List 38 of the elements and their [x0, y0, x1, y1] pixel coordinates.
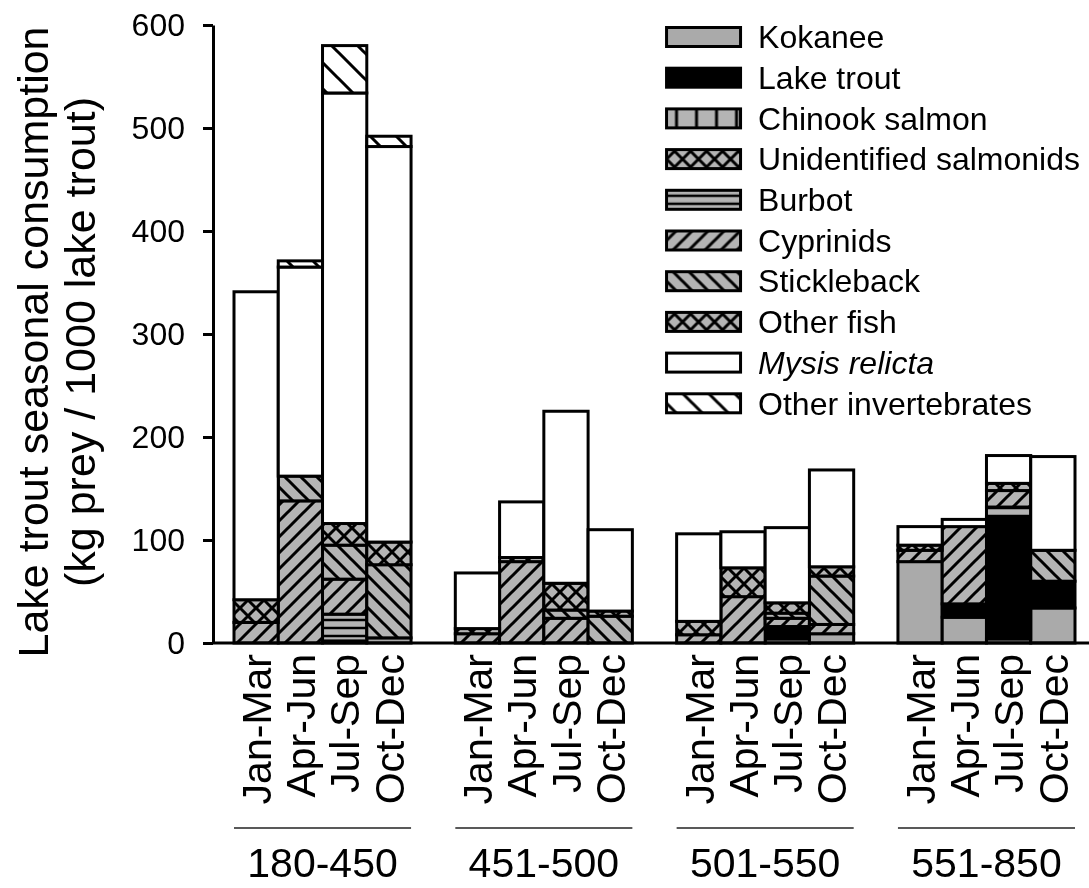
- text: 180-450: [247, 840, 398, 886]
- x-tick-label: Oct-Dec: [1030, 654, 1077, 805]
- text: 451-500: [468, 840, 620, 886]
- y-tick-label: 0: [167, 624, 185, 661]
- x-tick-label: Jul-Sep: [986, 654, 1033, 794]
- legend-label: Mysis relicta: [758, 344, 935, 381]
- legend-label: Chinook salmon: [758, 100, 988, 137]
- legend-label: Burbot: [758, 182, 853, 218]
- x-tick-label: Jan-Mar: [455, 654, 502, 805]
- y-tick-label: 300: [131, 315, 185, 352]
- x-tick-label: Jan-Mar: [897, 654, 944, 805]
- y-tick-label: 400: [131, 212, 185, 249]
- x-tick-label: Jan-Mar: [676, 654, 723, 805]
- x-tick-label: Jan-Mar: [233, 654, 280, 805]
- legend-label: Stickleback: [758, 263, 921, 300]
- legend-label: Other fish: [758, 304, 897, 341]
- x-tick-label: Oct-Dec: [809, 654, 856, 805]
- y-tick-label: 600: [131, 6, 185, 43]
- legend-label: Cyprinids: [758, 222, 892, 259]
- x-tick-label: Apr-Jun: [278, 654, 325, 798]
- legend-label: Unidentified salmonids: [758, 141, 1080, 178]
- x-tick-label: Apr-Jun: [942, 654, 989, 798]
- x-tick-label: Jul-Sep: [765, 654, 812, 794]
- text: 551-850: [911, 840, 1062, 886]
- y-tick-label: 100: [131, 521, 185, 558]
- legend-label: Kokanee: [758, 19, 885, 56]
- y-tick-label: 200: [131, 418, 185, 455]
- x-tick-label: Jul-Sep: [543, 654, 590, 794]
- x-tick-label: Oct-Dec: [366, 654, 413, 805]
- y-axis-title: Lake trout seasonal consumption (kg prey / 1000 lake trout): [9, 26, 104, 658]
- x-tick-label: Apr-Jun: [720, 654, 767, 798]
- y-tick-label: 500: [131, 109, 185, 146]
- legend-label: Other invertebrates: [758, 385, 1032, 422]
- x-tick-label: Oct-Dec: [588, 654, 634, 805]
- legend-label: Lake trout: [758, 59, 901, 96]
- x-tick-label: Apr-Jun: [499, 654, 546, 798]
- x-tick-label: Jul-Sep: [322, 654, 369, 794]
- text: 501-550: [689, 840, 841, 886]
